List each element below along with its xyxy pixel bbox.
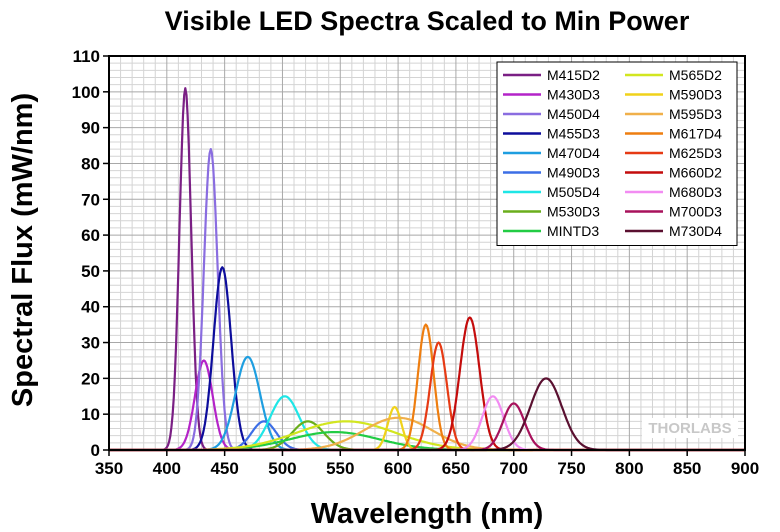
- x-tick-label: 350: [95, 459, 123, 478]
- legend-label: M470D4: [547, 145, 600, 161]
- y-tick-label: 60: [81, 226, 100, 245]
- legend-label: M565D2: [669, 67, 722, 83]
- legend-item: M590D3: [625, 87, 722, 103]
- legend-item: M617D4: [625, 126, 722, 142]
- y-tick-label: 70: [81, 190, 100, 209]
- x-tick-label: 500: [268, 459, 296, 478]
- y-tick-label: 0: [91, 441, 100, 460]
- legend-label: M505D4: [547, 184, 600, 200]
- y-tick-label: 20: [81, 369, 100, 388]
- legend-label: M590D3: [669, 87, 722, 103]
- legend: M415D2 M430D3 M450D4 M455D3 M470D4 M490D3 M505…: [496, 61, 738, 246]
- legend-item: M455D3: [503, 126, 600, 142]
- legend-label: M625D3: [669, 145, 722, 161]
- y-tick-label: 80: [81, 154, 100, 173]
- legend-item: M470D4: [503, 145, 600, 161]
- legend-item: M660D2: [625, 165, 722, 181]
- y-tick-label: 10: [81, 405, 100, 424]
- x-tick-label: 900: [731, 459, 759, 478]
- legend-item: M565D2: [625, 67, 722, 83]
- x-tick-label: 600: [384, 459, 412, 478]
- legend-label: M455D3: [547, 126, 600, 142]
- legend-label: M730D4: [669, 223, 722, 239]
- legend-label: M415D2: [547, 67, 600, 83]
- y-tick-label: 30: [81, 334, 100, 353]
- legend-label: M595D3: [669, 106, 722, 122]
- watermark-text: THORLABS: [648, 420, 731, 437]
- axis-ticks: [103, 55, 746, 456]
- legend-item: M680D3: [625, 184, 722, 200]
- x-tick-label: 550: [326, 459, 354, 478]
- legend-item: M505D4: [503, 184, 600, 200]
- legend-item: M490D3: [503, 165, 600, 181]
- legend-label: M660D2: [669, 165, 722, 181]
- x-tick-labels: 350 400 450 500 550 600 650 700 750 800 850 900: [95, 459, 759, 478]
- y-tick-label: 40: [81, 298, 100, 317]
- y-axis-label: Spectral Flux (mW/nm): [7, 93, 39, 407]
- legend-label: M450D4: [547, 106, 600, 122]
- legend-item: M430D3: [503, 87, 600, 103]
- legend-item: MINTD3: [503, 223, 599, 239]
- watermark-background: [642, 418, 738, 438]
- plot-frame: [108, 55, 746, 451]
- y-tick-label: 90: [81, 119, 100, 138]
- legend-items: M415D2 M430D3 M450D4 M455D3 M470D4 M490D3 M505…: [503, 67, 722, 239]
- y-tick-labels: 0 10 20 30 40 50 60 70 80 90 100 110: [72, 47, 100, 460]
- x-axis-label: Wavelength (nm): [311, 498, 544, 530]
- legend-label: M617D4: [669, 126, 722, 142]
- legend-item: M595D3: [625, 106, 722, 122]
- legend-item: M415D2: [503, 67, 600, 83]
- legend-label: M680D3: [669, 184, 722, 200]
- x-tick-label: 400: [153, 459, 181, 478]
- x-tick-label: 450: [210, 459, 238, 478]
- legend-item: M625D3: [625, 145, 722, 161]
- thorlabs-watermark: THORLABS: [642, 418, 738, 438]
- x-tick-label: 650: [442, 459, 470, 478]
- legend-label: MINTD3: [547, 223, 599, 239]
- x-tick-label: 750: [557, 459, 585, 478]
- legend-label: M530D3: [547, 204, 600, 220]
- y-tick-label: 110: [73, 47, 100, 66]
- legend-item: M450D4: [503, 106, 600, 122]
- x-tick-label: 700: [500, 459, 528, 478]
- y-tick-label: 100: [72, 83, 100, 102]
- x-tick-label: 850: [673, 459, 701, 478]
- legend-label: M490D3: [547, 165, 600, 181]
- legend-item: M700D3: [625, 204, 722, 220]
- legend-item: M530D3: [503, 204, 600, 220]
- legend-item: M730D4: [625, 223, 722, 239]
- legend-label: M700D3: [669, 204, 722, 220]
- chart-title: Visible LED Spectra Scaled to Min Power: [165, 6, 690, 36]
- x-tick-label: 800: [615, 459, 643, 478]
- legend-label: M430D3: [547, 87, 600, 103]
- y-tick-label: 50: [81, 262, 100, 281]
- minor-gridlines: [109, 56, 745, 450]
